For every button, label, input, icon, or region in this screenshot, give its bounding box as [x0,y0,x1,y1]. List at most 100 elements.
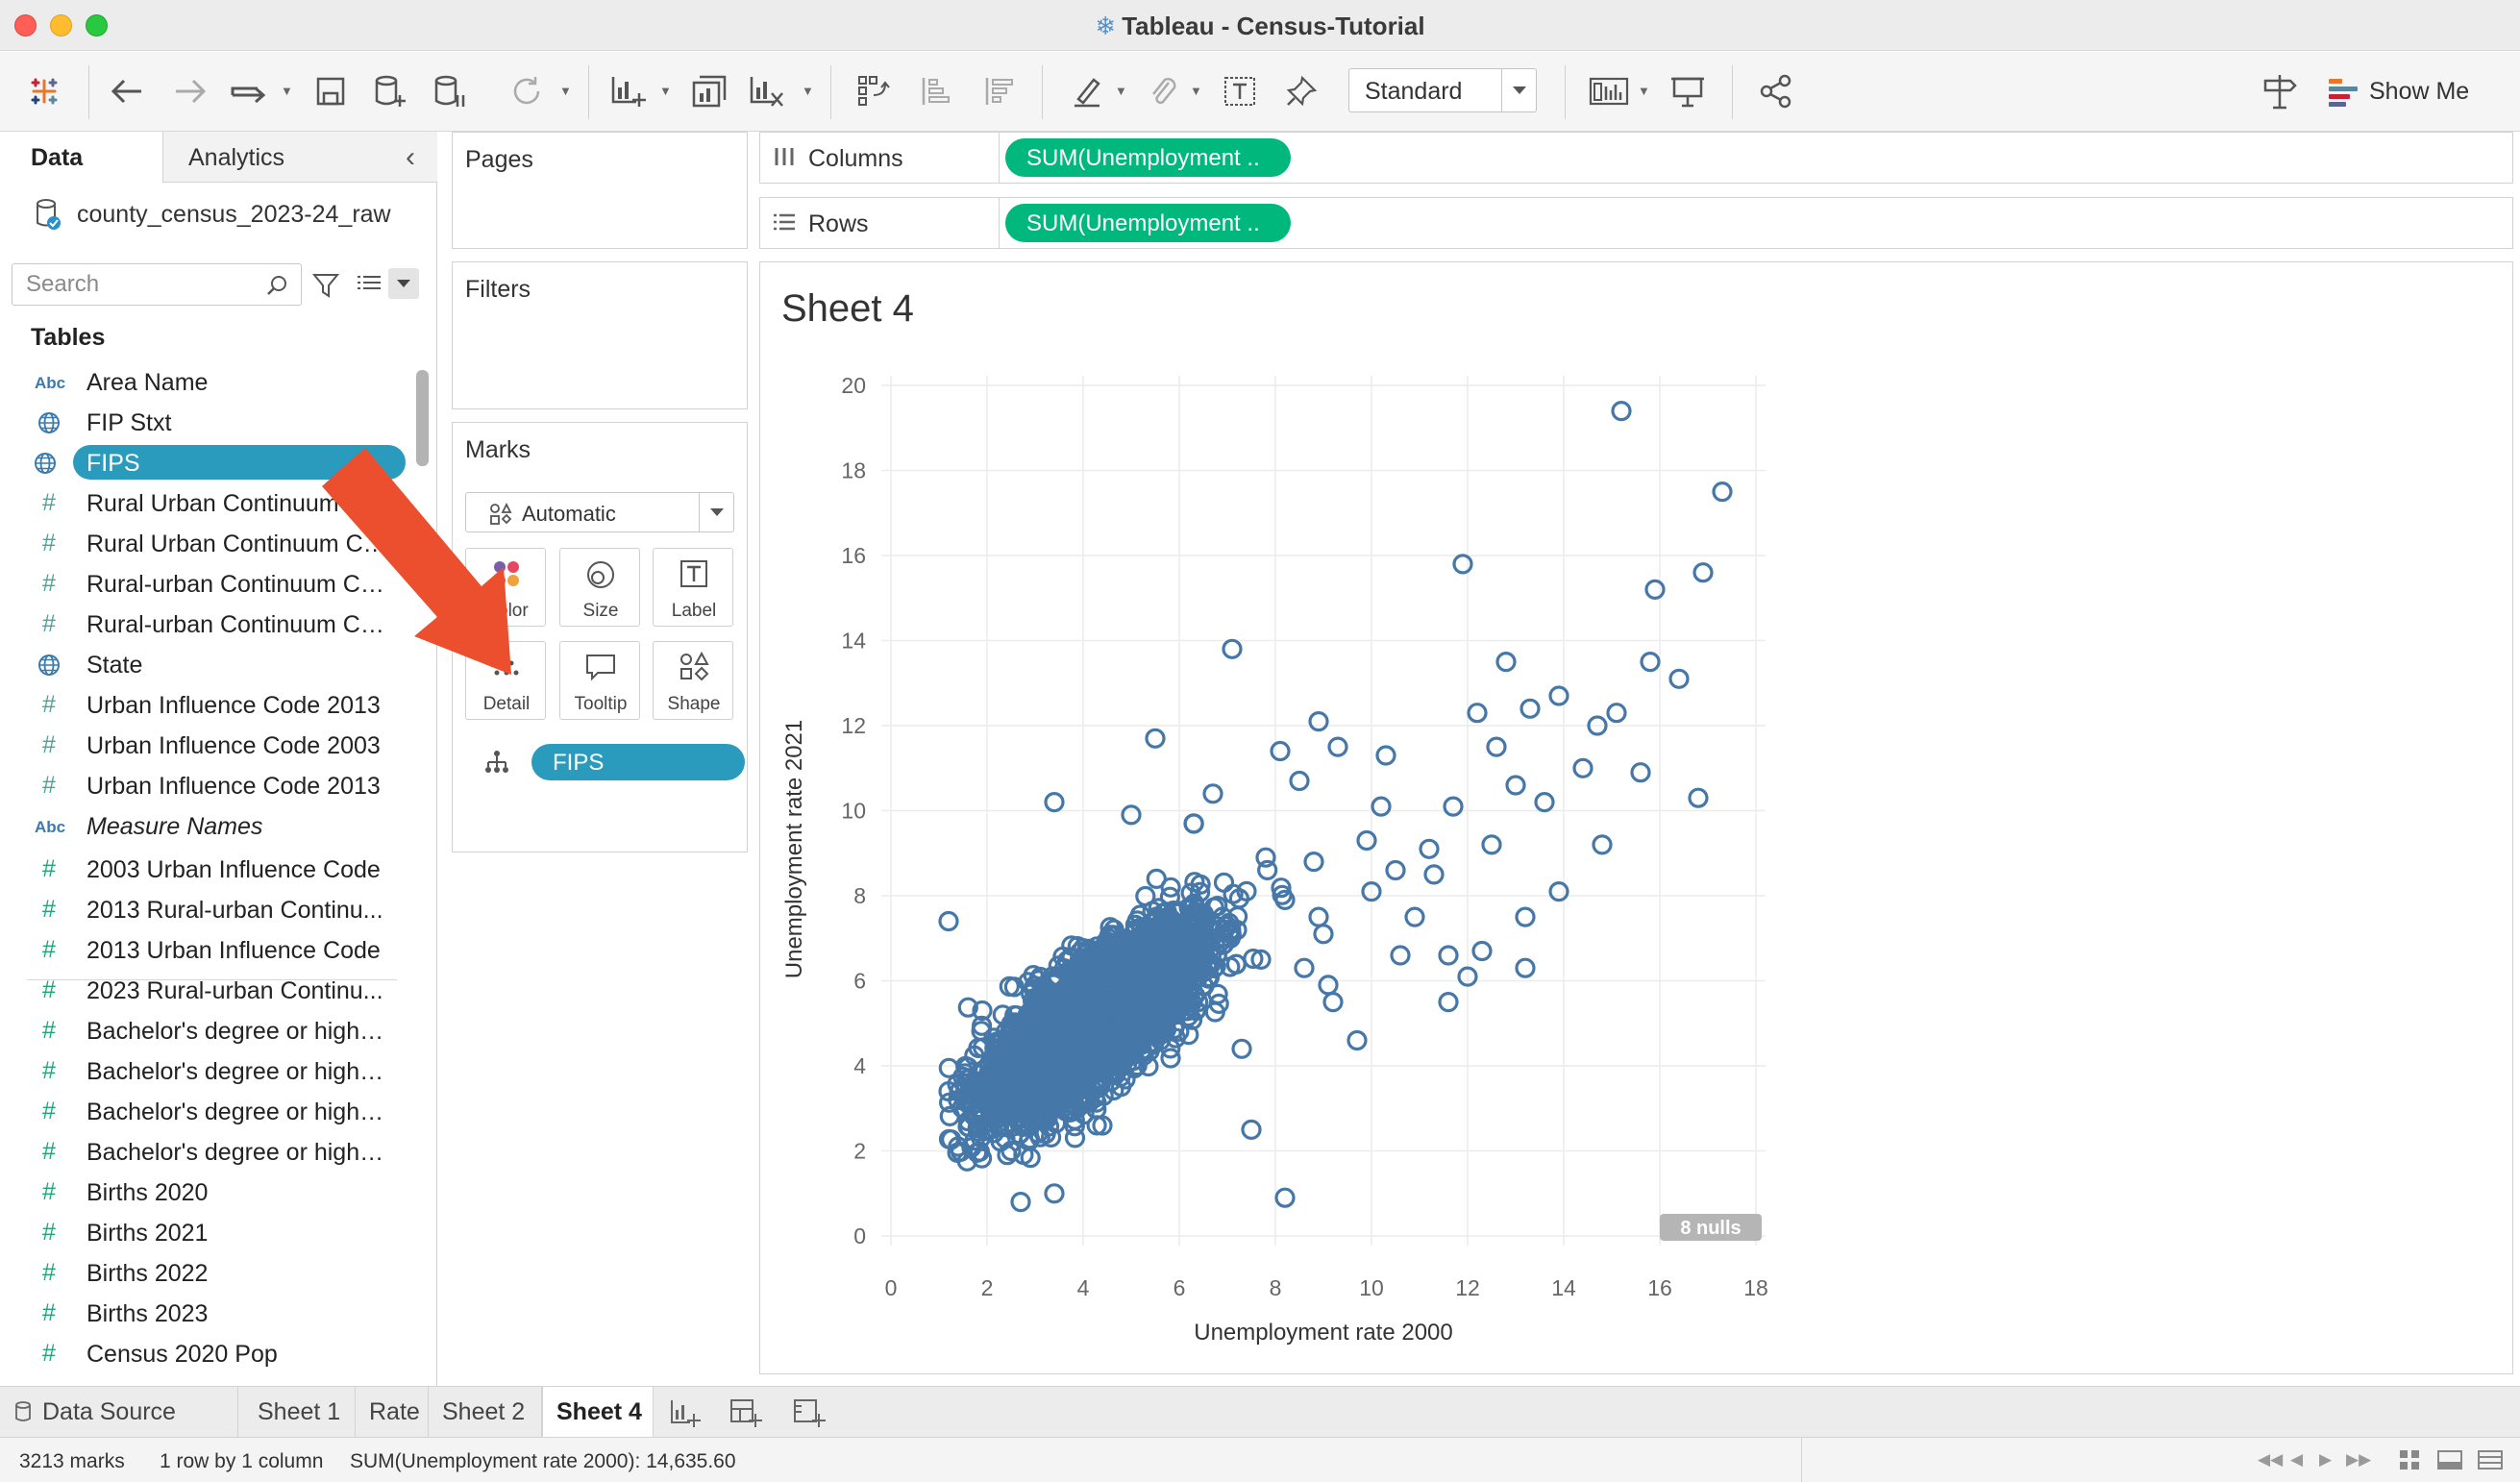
scatter-point[interactable] [1023,964,1044,986]
tab-data[interactable]: Data [0,132,163,183]
scatter-point[interactable] [1023,997,1044,1018]
scatter-point[interactable] [938,1080,959,1102]
scatter-point[interactable] [981,1074,1002,1096]
field-item[interactable]: # Births 2023 [0,1294,404,1332]
scatter-point[interactable] [1161,961,1182,982]
scatter-point[interactable] [1080,1000,1101,1022]
scatter-point[interactable] [1015,1115,1036,1136]
scatter-point[interactable] [1166,921,1187,942]
scatter-point[interactable] [1100,987,1122,1008]
rows-measure-pill[interactable]: SUM(Unemployment .. [1005,204,1291,242]
scatter-point[interactable] [1124,995,1145,1017]
scatter-point[interactable] [1385,859,1406,881]
fix-axes-pin-icon[interactable] [1282,71,1321,111]
swap-rows-columns-icon[interactable] [855,71,894,111]
scatter-point[interactable] [989,1103,1010,1124]
guide-signpost-icon[interactable] [2261,71,2299,111]
scatter-point[interactable] [1178,996,1199,1017]
tab-rate[interactable]: Rate [356,1387,429,1437]
scatter-point[interactable] [1035,1063,1056,1085]
zoom-window-button[interactable] [86,14,108,37]
scatter-point[interactable] [1207,983,1228,1005]
redo-icon[interactable] [171,71,210,111]
scatter-point[interactable] [1160,1038,1181,1059]
scatter-point[interactable] [1202,783,1223,804]
scatter-point[interactable] [1035,1123,1056,1145]
scatter-point[interactable] [1572,757,1594,778]
duplicate-sheet-icon[interactable] [690,71,729,111]
scatter-point[interactable] [1274,889,1296,911]
scatter-point[interactable] [1486,736,1507,757]
scatter-point[interactable] [1077,1025,1099,1046]
scatter-point[interactable] [938,1128,960,1149]
scatter-point[interactable] [1001,1140,1022,1162]
field-item[interactable]: State [0,645,404,683]
scatter-point[interactable] [972,1015,993,1036]
next-sheet-icon[interactable]: ▶ [2319,1450,2333,1469]
field-item[interactable]: # Census 2020 Pop [0,1334,404,1372]
search-icon[interactable] [266,274,289,302]
field-item[interactable]: #2023 Rural-urban Continu... [0,971,404,1009]
show-mark-labels-icon[interactable] [1221,71,1259,111]
scatter-point[interactable] [1390,945,1411,966]
scatter-point[interactable] [1231,1038,1252,1059]
scatter-point[interactable] [1606,703,1627,724]
scatter-point[interactable] [1438,945,1459,966]
label-button[interactable]: Label [653,548,733,627]
scatter-point[interactable] [1274,1187,1296,1208]
presentation-mode-icon[interactable] [1668,71,1707,111]
scatter-point[interactable] [1121,804,1142,826]
highlight-icon[interactable] [1069,71,1107,111]
scatter-point[interactable] [1322,991,1344,1013]
columns-shelf[interactable]: Columns SUM(Unemployment .. [759,132,2513,184]
scatter-point[interactable] [1070,990,1091,1011]
rows-shelf[interactable]: Rows SUM(Unemployment .. [759,197,2513,249]
scatter-point[interactable] [1313,924,1334,945]
group-caret-icon[interactable]: ▼ [1190,84,1202,98]
scatter-point[interactable] [1145,728,1166,749]
scatter-point[interactable] [967,1142,988,1163]
scatter-point[interactable] [1126,910,1148,931]
scatter-point[interactable] [1117,1028,1138,1050]
scatter-point[interactable] [1069,965,1090,987]
scatter-point[interactable] [1101,997,1124,1018]
scatter-point[interactable] [1044,1183,1065,1204]
refresh-icon[interactable] [507,71,546,111]
last-sheet-icon[interactable]: ▶▶ [2346,1450,2372,1469]
search-input[interactable] [26,271,266,298]
scatter-point[interactable] [1088,963,1109,984]
field-item[interactable]: #2003 Urban Influence Code [0,850,404,888]
field-item[interactable]: # Births 2020 [0,1173,404,1211]
scatter-point[interactable] [1640,652,1661,673]
show-filmstrip-icon[interactable] [2398,1448,2421,1476]
tab-sheet-2[interactable]: Sheet 2 [429,1387,542,1437]
scatter-point[interactable] [1049,1059,1070,1080]
sort-ascending-icon[interactable] [917,71,955,111]
scatter-point[interactable] [1022,1089,1043,1111]
field-item[interactable]: Abc Area Name [0,362,404,401]
scatter-point[interactable] [1119,929,1141,951]
field-list-scrollbar-thumb[interactable] [416,370,429,466]
scatter-point[interactable] [1443,796,1464,817]
filters-shelf[interactable]: Filters [452,261,748,409]
first-sheet-icon[interactable]: ◀◀ [2258,1450,2284,1469]
pages-shelf[interactable]: Pages [452,132,748,249]
view-options-caret-icon[interactable] [388,268,419,299]
scatter-point[interactable] [1183,894,1204,916]
scatter-point[interactable] [1644,579,1666,600]
pause-updates-icon[interactable] [431,71,469,111]
scatter-point[interactable] [1438,991,1459,1013]
scatter-point[interactable] [1140,940,1161,961]
scatter-point[interactable] [1303,851,1324,873]
scatter-point[interactable] [1519,698,1541,719]
scatter-point[interactable] [1404,906,1425,927]
share-icon[interactable] [1757,71,1795,111]
detail-field-pill[interactable]: FIPS [531,744,745,780]
field-list-scrollbar[interactable] [411,362,431,1381]
scatter-point[interactable] [1212,906,1233,927]
group-members-icon[interactable] [1144,71,1182,111]
scatter-point[interactable] [1548,685,1569,706]
new-story-tab-icon[interactable] [792,1397,830,1428]
field-item[interactable]: Abc Measure Names [0,806,404,845]
scatter-point[interactable] [939,1105,960,1127]
